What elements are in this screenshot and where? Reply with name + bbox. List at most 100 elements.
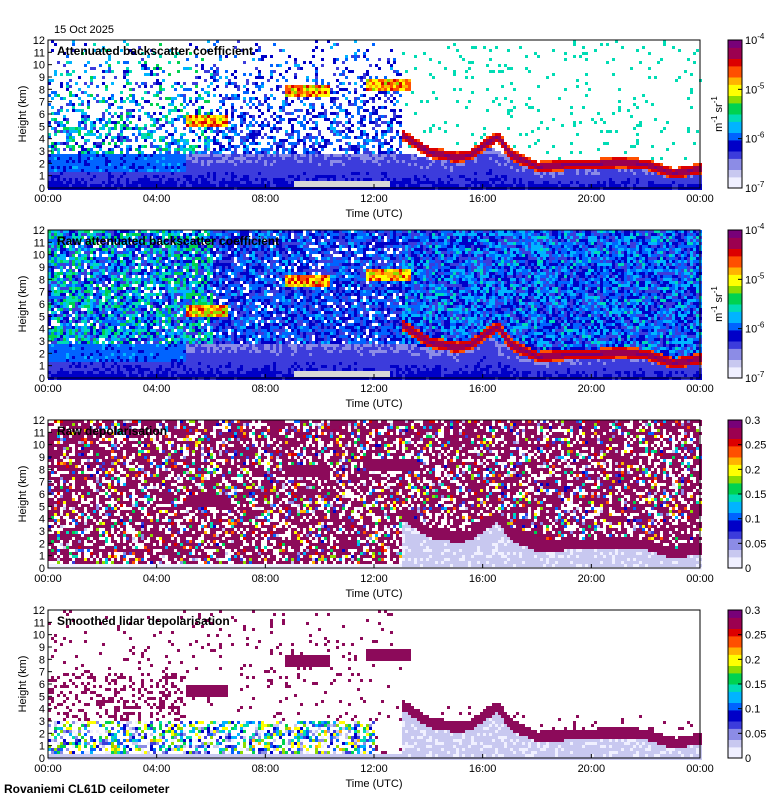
y-tick-label: 1 — [39, 361, 45, 373]
y-tick-label: 10 — [33, 60, 45, 72]
x-tick-label: 08:00 — [252, 383, 280, 395]
colorbar-tick-label: 0.3 — [745, 605, 760, 617]
colorbar-tick-label: 0.2 — [745, 654, 760, 666]
y-tick-label: 9 — [39, 72, 45, 84]
y-tick-label: 1 — [39, 171, 45, 183]
colorbar-tick-label: 10-7 — [745, 180, 765, 195]
colorbar: 0 0.05 0.1 0.15 0.2 0.25 0.3 — [727, 415, 766, 575]
y-tick-label: 9 — [39, 452, 45, 464]
heatmap-cells — [48, 230, 702, 380]
x-tick-label: 20:00 — [578, 573, 606, 585]
y-tick-label: 11 — [34, 47, 45, 59]
y-tick-label: 0 — [39, 563, 45, 575]
y-tick-label: 1 — [39, 551, 45, 563]
colorbar-tick-label: 0.15 — [745, 679, 766, 691]
y-tick-label: 8 — [39, 84, 45, 96]
y-tick-label: 7 — [39, 477, 45, 489]
y-tick-label: 7 — [39, 287, 45, 299]
x-tick-label: 12:00 — [360, 763, 388, 775]
x-tick-label: 16:00 — [469, 193, 497, 205]
y-tick-label: 12 — [33, 415, 45, 427]
y-tick-label: 4 — [39, 514, 45, 526]
colorbar-tick-label: 10-4 — [745, 222, 765, 237]
x-tick-label: 08:00 — [252, 193, 280, 205]
x-tick-label: 04:00 — [143, 763, 171, 775]
y-tick-label: 4 — [39, 324, 45, 336]
colorbar-tick-label: 10-7 — [745, 370, 765, 385]
x-tick-label: 12:00 — [360, 573, 388, 585]
colorbar-tick-label: 0.15 — [745, 489, 766, 501]
x-tick-label: 16:00 — [469, 763, 497, 775]
y-tick-label: 12 — [33, 35, 45, 47]
y-tick-label: 10 — [33, 440, 45, 452]
x-tick-label: 00:00 — [686, 763, 714, 775]
colorbar: 10-7 10-6 10-5 10-4 m-1 sr-1 — [710, 222, 765, 385]
x-tick-label: 00:00 — [34, 763, 62, 775]
y-tick-label: 5 — [39, 691, 45, 703]
y-tick-label: 5 — [39, 311, 45, 323]
y-tick-label: 0 — [39, 183, 45, 195]
colorbar-unit-label: m-1 sr-1 — [710, 96, 725, 132]
y-tick-label: 1 — [39, 741, 45, 753]
panel-title: Raw depolarisation — [57, 424, 167, 438]
colorbar-unit-label: m-1 sr-1 — [710, 286, 725, 322]
colorbar-tick-label: 0 — [745, 563, 751, 575]
y-tick-label: 6 — [39, 489, 45, 501]
x-tick-label: 20:00 — [578, 383, 606, 395]
y-tick-label: 0 — [39, 373, 45, 385]
x-tick-label: 12:00 — [360, 383, 388, 395]
y-axis-label: Height (km) — [17, 466, 29, 523]
x-tick-label: 16:00 — [469, 573, 497, 585]
x-tick-label: 00:00 — [686, 573, 714, 585]
panel-title: Smoothed lidar depolarisation — [57, 614, 230, 628]
x-axis-label: Time (UTC) — [345, 398, 402, 410]
footer-station-label: Rovaniemi CL61D ceilometer — [4, 782, 170, 796]
y-tick-label: 8 — [39, 274, 45, 286]
y-tick-label: 7 — [39, 97, 45, 109]
colorbar-tick-label: 0 — [745, 753, 751, 765]
x-tick-label: 04:00 — [143, 193, 171, 205]
x-tick-label: 20:00 — [578, 763, 606, 775]
colorbar-tick-label: 10-6 — [745, 131, 765, 146]
y-tick-label: 8 — [39, 464, 45, 476]
colorbar-tick-label: 10-5 — [745, 81, 765, 96]
x-axis-label: Time (UTC) — [345, 588, 402, 600]
colorbar-tick-label: 10-6 — [745, 321, 765, 336]
colorbar-tick-label: 0.25 — [745, 630, 766, 642]
x-axis-label: Time (UTC) — [345, 208, 402, 220]
y-tick-label: 11 — [34, 237, 45, 249]
y-tick-label: 9 — [39, 262, 45, 274]
y-tick-label: 4 — [39, 134, 45, 146]
y-tick-label: 3 — [39, 526, 45, 538]
y-tick-label: 7 — [39, 667, 45, 679]
y-tick-label: 2 — [39, 728, 45, 740]
y-tick-label: 12 — [33, 605, 45, 617]
heatmap-cells — [48, 420, 702, 570]
colorbar-tick-label: 0.25 — [745, 440, 766, 452]
y-axis-label: Height (km) — [17, 656, 29, 713]
x-tick-label: 12:00 — [360, 193, 388, 205]
y-tick-label: 3 — [39, 146, 45, 158]
y-tick-label: 9 — [39, 642, 45, 654]
y-tick-label: 3 — [39, 716, 45, 728]
colorbar-frame — [727, 39, 743, 189]
date-label: 15 Oct 2025 — [54, 24, 114, 36]
y-axis-label: Height (km) — [17, 276, 29, 333]
colorbar-tick-label: 0.3 — [745, 415, 760, 427]
colorbar-tick-label: 0.2 — [745, 464, 760, 476]
x-tick-label: 08:00 — [252, 573, 280, 585]
y-tick-label: 6 — [39, 109, 45, 121]
y-tick-label: 11 — [34, 617, 45, 629]
x-tick-label: 04:00 — [143, 383, 171, 395]
y-tick-label: 10 — [33, 630, 45, 642]
panel-title: Attenuated backscatter coefficient — [57, 44, 253, 58]
colorbar-frame — [727, 229, 743, 379]
y-tick-label: 12 — [33, 225, 45, 237]
y-axis-label: Height (km) — [17, 86, 29, 143]
colorbar-tick-label: 0.1 — [745, 704, 760, 716]
x-tick-label: 00:00 — [686, 383, 714, 395]
